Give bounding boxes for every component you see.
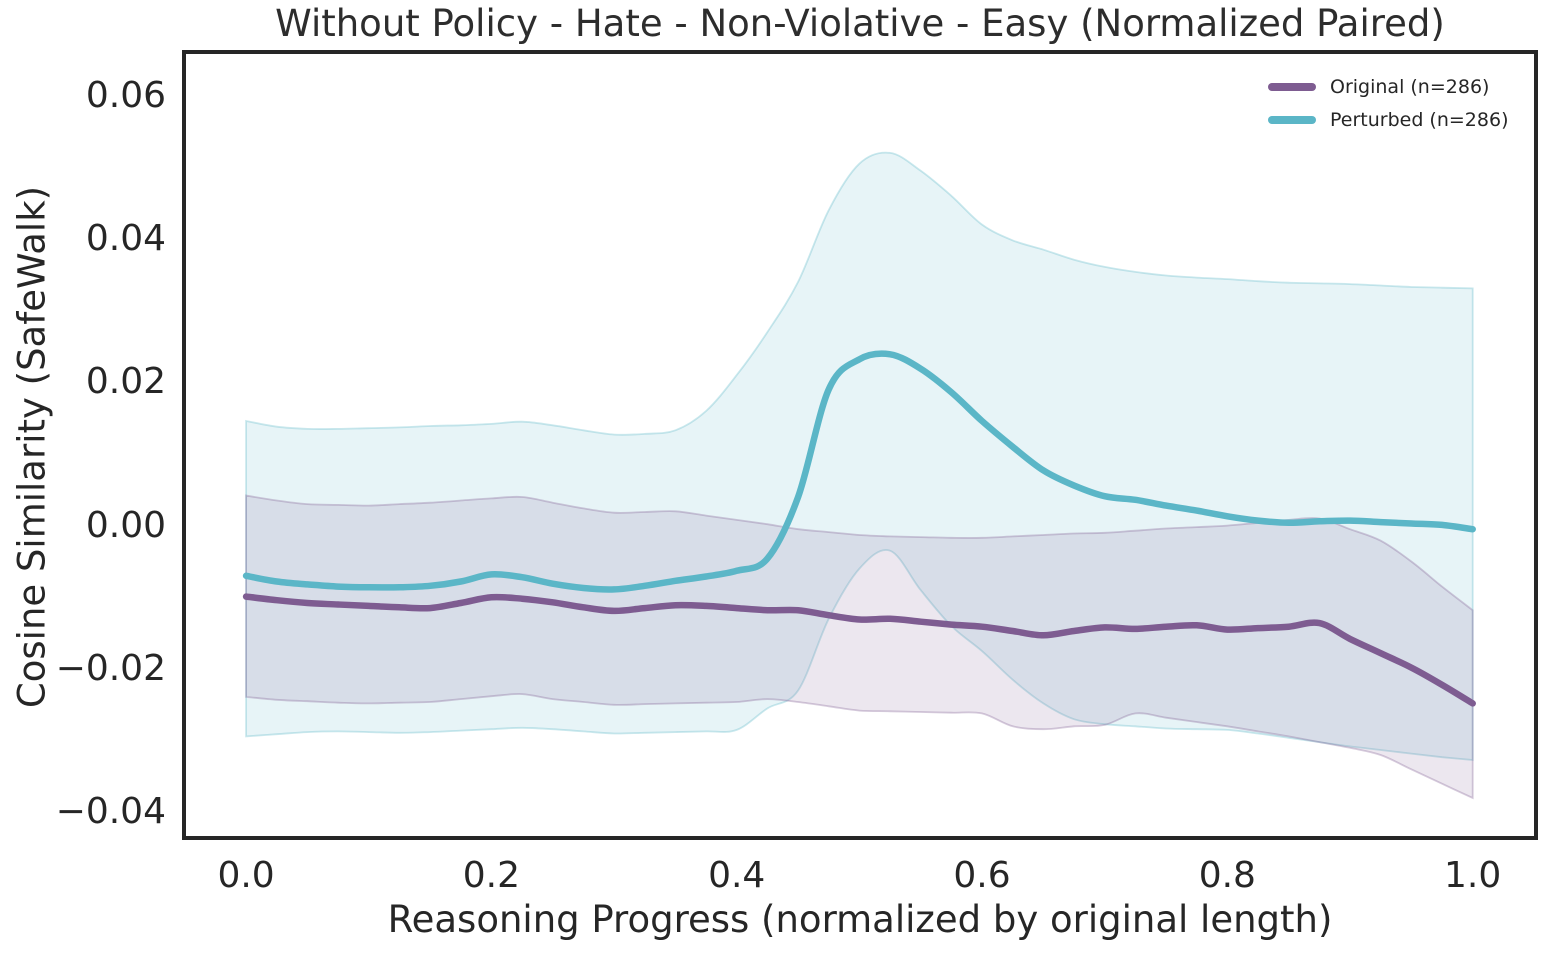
x-tick-label: 0.8 [1198,855,1256,896]
y-axis-label: Cosine Similarity (SafeWalk) [10,185,54,709]
y-tick-label: 0.02 [85,361,166,403]
x-tick-label: 0.6 [953,855,1011,896]
legend-entry: Perturbed (n=286) [1268,109,1509,131]
plot-area [182,50,1538,840]
chart-title: Without Policy - Hate - Non-Violative - … [275,2,1445,45]
perturbed-legend-swatch-icon [1268,116,1316,124]
original-line [242,593,1476,707]
perturbed-band [245,151,1474,761]
y-tick-label: 0.00 [85,504,166,546]
legend: Original (n=286) Perturbed (n=286) [1268,76,1509,131]
x-axis-label: Reasoning Progress (normalized by origin… [387,898,1333,941]
x-tick-label: 0.4 [708,855,766,896]
original-legend-swatch-icon [1268,83,1316,91]
y-tick-label: 0.06 [85,74,166,116]
legend-label: Original (n=286) [1330,76,1490,98]
x-tick-label: 0.2 [462,855,521,896]
plot-canvas [242,151,1476,800]
x-tick-label: 0.0 [217,855,275,896]
perturbed-line [242,350,1476,593]
y-tick-label: −0.02 [55,647,166,689]
legend-label: Perturbed (n=286) [1330,109,1509,131]
original-band [245,494,1474,800]
y-tick-label: −0.04 [55,791,166,833]
y-tick-label: 0.04 [85,217,166,259]
legend-entry: Original (n=286) [1268,76,1509,98]
x-tick-label: 1.0 [1444,855,1502,896]
